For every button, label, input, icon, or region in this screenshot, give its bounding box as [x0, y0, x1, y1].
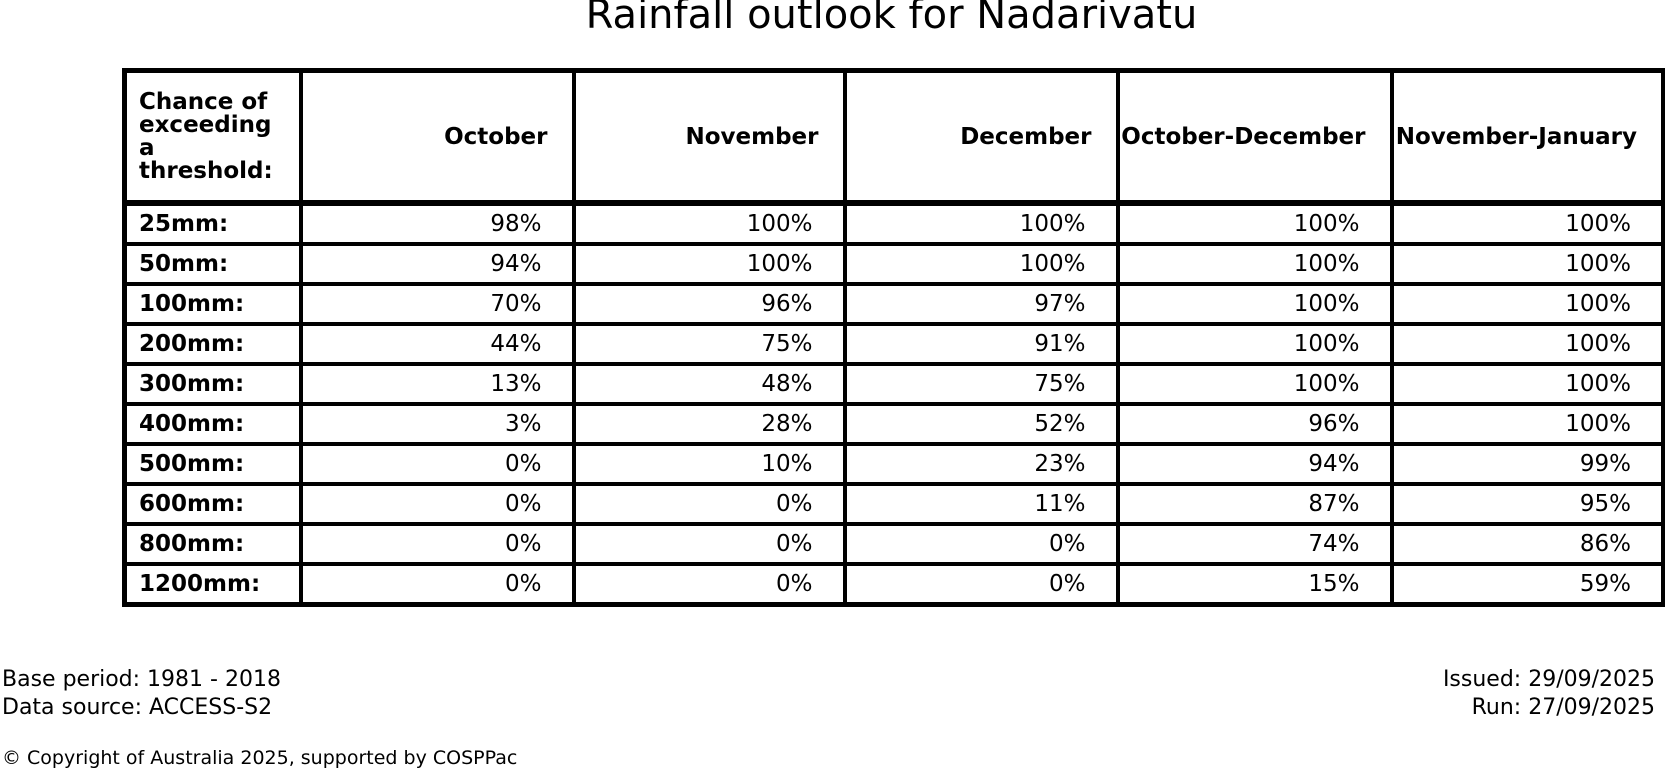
table-row: 100mm: 70% 96% 97% 100% 100%	[122, 282, 1665, 326]
row-label: 200mm:	[122, 322, 303, 366]
value-cell: 100%	[1115, 322, 1394, 366]
value-cell: 96%	[571, 282, 847, 326]
footer-left-block: Base period: 1981 - 2018 Data source: AC…	[2, 666, 281, 722]
value-cell: 28%	[571, 402, 847, 446]
table-row: 300mm: 13% 48% 75% 100% 100%	[122, 362, 1665, 406]
value-cell: 3%	[298, 402, 576, 446]
data-source-text: Data source: ACCESS-S2	[2, 695, 273, 720]
corner-header: Chance of exceeding a threshold:	[122, 68, 303, 206]
row-label: 500mm:	[122, 442, 303, 486]
value-cell: 0%	[842, 522, 1120, 566]
value-cell: 0%	[298, 562, 576, 607]
rainfall-outlook-table: Chance of exceeding a threshold: October…	[122, 68, 1665, 607]
value-cell: 0%	[571, 522, 847, 566]
row-label: 300mm:	[122, 362, 303, 406]
table-row: 800mm: 0% 0% 0% 74% 86%	[122, 522, 1665, 566]
value-cell: 0%	[842, 562, 1120, 607]
value-cell: 0%	[298, 522, 576, 566]
run-date-text: Run: 27/09/2025	[1471, 695, 1655, 720]
base-period-text: Base period: 1981 - 2018	[2, 667, 281, 692]
table-row: 400mm: 3% 28% 52% 96% 100%	[122, 402, 1665, 446]
value-cell: 91%	[842, 322, 1120, 366]
row-label: 1200mm:	[122, 562, 303, 607]
column-header: November-January	[1389, 68, 1665, 206]
value-cell: 87%	[1115, 482, 1394, 526]
table-row: 500mm: 0% 10% 23% 94% 99%	[122, 442, 1665, 486]
value-cell: 100%	[1389, 402, 1665, 446]
table-row: 600mm: 0% 0% 11% 87% 95%	[122, 482, 1665, 526]
value-cell: 100%	[842, 242, 1120, 286]
table-row: 50mm: 94% 100% 100% 100% 100%	[122, 242, 1665, 286]
value-cell: 0%	[571, 482, 847, 526]
value-cell: 75%	[571, 322, 847, 366]
footer-right-block: Issued: 29/09/2025 Run: 27/09/2025	[1443, 666, 1655, 722]
value-cell: 100%	[1115, 282, 1394, 326]
value-cell: 99%	[1389, 442, 1665, 486]
copyright-text: © Copyright of Australia 2025, supported…	[2, 747, 518, 769]
table-body: 25mm: 98% 100% 100% 100% 100% 50mm: 94% 100% 100%…	[122, 201, 1665, 607]
value-cell: 10%	[571, 442, 847, 486]
value-cell: 100%	[571, 242, 847, 286]
column-header: October	[298, 68, 576, 206]
value-cell: 100%	[1115, 362, 1394, 406]
value-cell: 100%	[1389, 242, 1665, 286]
table-row: 25mm: 98% 100% 100% 100% 100%	[122, 201, 1665, 246]
value-cell: 100%	[1389, 282, 1665, 326]
value-cell: 23%	[842, 442, 1120, 486]
column-header: October-December	[1115, 68, 1394, 206]
header-row: Chance of exceeding a threshold: October…	[122, 68, 1665, 206]
value-cell: 86%	[1389, 522, 1665, 566]
value-cell: 97%	[842, 282, 1120, 326]
value-cell: 48%	[571, 362, 847, 406]
value-cell: 98%	[298, 201, 576, 246]
column-header: November	[571, 68, 847, 206]
value-cell: 94%	[1115, 442, 1394, 486]
value-cell: 0%	[298, 442, 576, 486]
value-cell: 11%	[842, 482, 1120, 526]
value-cell: 13%	[298, 362, 576, 406]
row-label: 400mm:	[122, 402, 303, 446]
row-label: 600mm:	[122, 482, 303, 526]
value-cell: 15%	[1115, 562, 1394, 607]
value-cell: 0%	[298, 482, 576, 526]
column-header: December	[842, 68, 1120, 206]
page-title: Rainfall outlook for Nadarivatu	[585, 0, 1198, 38]
value-cell: 100%	[1389, 362, 1665, 406]
value-cell: 52%	[842, 402, 1120, 446]
value-cell: 70%	[298, 282, 576, 326]
value-cell: 96%	[1115, 402, 1394, 446]
value-cell: 75%	[842, 362, 1120, 406]
row-label: 800mm:	[122, 522, 303, 566]
row-label: 100mm:	[122, 282, 303, 326]
value-cell: 0%	[571, 562, 847, 607]
value-cell: 44%	[298, 322, 576, 366]
value-cell: 100%	[842, 201, 1120, 246]
value-cell: 100%	[1115, 201, 1394, 246]
value-cell: 100%	[1115, 242, 1394, 286]
value-cell: 95%	[1389, 482, 1665, 526]
row-label: 25mm:	[122, 201, 303, 246]
value-cell: 100%	[571, 201, 847, 246]
row-label: 50mm:	[122, 242, 303, 286]
table-row: 1200mm: 0% 0% 0% 15% 59%	[122, 562, 1665, 607]
value-cell: 74%	[1115, 522, 1394, 566]
value-cell: 100%	[1389, 201, 1665, 246]
issued-date-text: Issued: 29/09/2025	[1442, 667, 1655, 692]
value-cell: 100%	[1389, 322, 1665, 366]
value-cell: 59%	[1389, 562, 1665, 607]
table-row: 200mm: 44% 75% 91% 100% 100%	[122, 322, 1665, 366]
value-cell: 94%	[298, 242, 576, 286]
